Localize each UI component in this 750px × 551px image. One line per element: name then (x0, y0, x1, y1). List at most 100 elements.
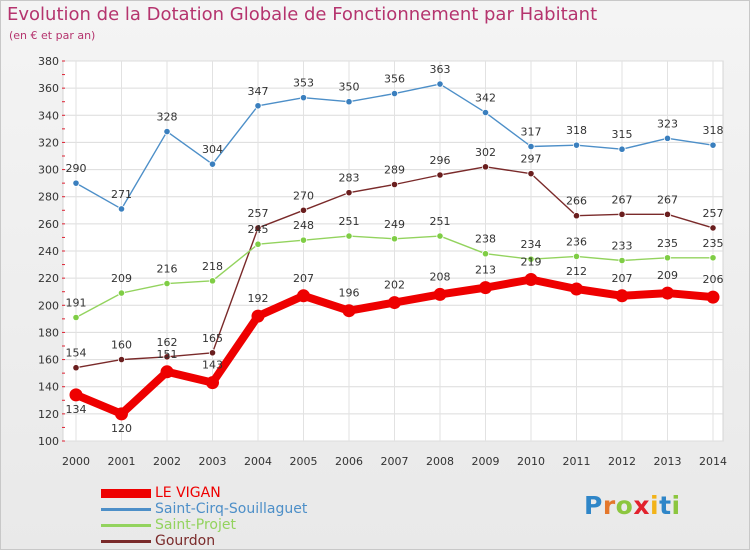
data-label: 213 (475, 264, 496, 277)
data-point (481, 108, 490, 117)
data-point (251, 309, 265, 323)
legend-item: Saint-Cirq-Souillaguet (101, 501, 307, 517)
data-label: 342 (475, 92, 496, 105)
data-point (163, 279, 171, 288)
data-label: 209 (657, 269, 678, 282)
y-tick-label: 280 (38, 191, 59, 204)
data-point (572, 252, 581, 261)
data-point (206, 376, 219, 390)
legend-swatch (101, 539, 151, 543)
data-point (527, 142, 535, 151)
logo-letter: i (671, 491, 681, 520)
data-label: 257 (703, 207, 724, 220)
data-label: 248 (293, 219, 314, 232)
x-tick-label: 2011 (563, 455, 591, 468)
data-point (208, 160, 217, 168)
data-point (527, 255, 535, 263)
data-label: 162 (157, 336, 178, 349)
logo-letter: r (602, 491, 616, 520)
legend-swatch (101, 507, 151, 511)
data-label: 151 (157, 348, 178, 361)
data-point (618, 145, 626, 153)
data-label: 233 (612, 240, 633, 253)
data-label: 302 (475, 146, 496, 159)
data-label: 290 (66, 162, 87, 175)
data-point (160, 365, 174, 379)
legend-item: LE VIGAN (101, 485, 307, 501)
data-point (208, 277, 217, 285)
data-label: 318 (703, 124, 724, 137)
x-tick-label: 2009 (472, 455, 500, 468)
data-point (117, 289, 126, 297)
legend-label: Saint-Cirq-Souillaguet (155, 501, 308, 517)
data-label: 154 (66, 347, 87, 360)
data-point (117, 205, 126, 213)
data-label: 249 (384, 218, 405, 231)
data-point (661, 286, 674, 300)
data-label: 266 (566, 195, 587, 208)
data-label: 192 (248, 292, 269, 305)
data-point (390, 180, 399, 189)
y-tick-label: 140 (38, 381, 59, 394)
data-label: 267 (657, 193, 678, 206)
data-label: 202 (384, 279, 405, 292)
data-label: 236 (566, 235, 587, 248)
legend-label: Gourdon (155, 533, 216, 549)
data-label: 143 (202, 359, 223, 372)
data-label: 270 (293, 189, 314, 202)
y-tick-label: 100 (38, 435, 59, 448)
data-label: 353 (293, 77, 314, 90)
data-point (297, 289, 310, 303)
data-label: 304 (202, 143, 223, 156)
data-point (390, 89, 399, 98)
data-label: 315 (612, 128, 633, 141)
y-tick-label: 320 (38, 136, 59, 149)
x-tick-label: 2012 (608, 455, 636, 468)
data-label: 267 (612, 193, 633, 206)
data-label: 328 (157, 111, 178, 124)
legend: LE VIGAN Saint-Cirq-Souillaguet Saint-Proj… (101, 485, 307, 549)
data-point (254, 102, 262, 110)
data-point (570, 282, 583, 296)
legend-label: Saint-Projet (155, 517, 236, 533)
data-label: 251 (430, 215, 451, 228)
x-tick-label: 2007 (381, 455, 409, 468)
data-label: 207 (293, 272, 314, 285)
data-point (254, 224, 262, 232)
data-point (479, 281, 492, 295)
data-point (663, 254, 672, 262)
chart-title: Evolution de la Dotation Globale de Fonc… (7, 4, 598, 25)
data-label: 283 (339, 172, 360, 185)
data-point (72, 364, 80, 372)
data-point (663, 134, 672, 142)
y-tick-label: 300 (38, 164, 59, 177)
y-tick-label: 160 (38, 354, 59, 367)
y-tick-label: 260 (38, 218, 59, 231)
data-label: 207 (612, 272, 633, 285)
data-point (572, 212, 581, 220)
data-label: 363 (430, 63, 451, 76)
x-tick-label: 2000 (62, 455, 90, 468)
data-point (524, 273, 538, 286)
data-label: 208 (430, 270, 451, 283)
legend-label: LE VIGAN (155, 485, 221, 501)
data-label: 235 (703, 237, 724, 250)
data-label: 296 (430, 154, 451, 167)
legend-swatch (101, 488, 151, 498)
data-point (69, 388, 83, 402)
data-label: 318 (566, 124, 587, 137)
data-point (618, 210, 626, 218)
data-point (481, 163, 490, 171)
data-point (615, 289, 629, 303)
data-label: 206 (703, 273, 724, 286)
data-label: 347 (248, 85, 269, 98)
data-point (433, 287, 447, 301)
data-label: 120 (111, 422, 132, 435)
data-label: 356 (384, 73, 405, 86)
x-tick-label: 2002 (153, 455, 181, 468)
data-point (345, 189, 353, 197)
data-point (436, 171, 444, 179)
data-label: 219 (521, 256, 542, 269)
data-point (208, 349, 217, 357)
